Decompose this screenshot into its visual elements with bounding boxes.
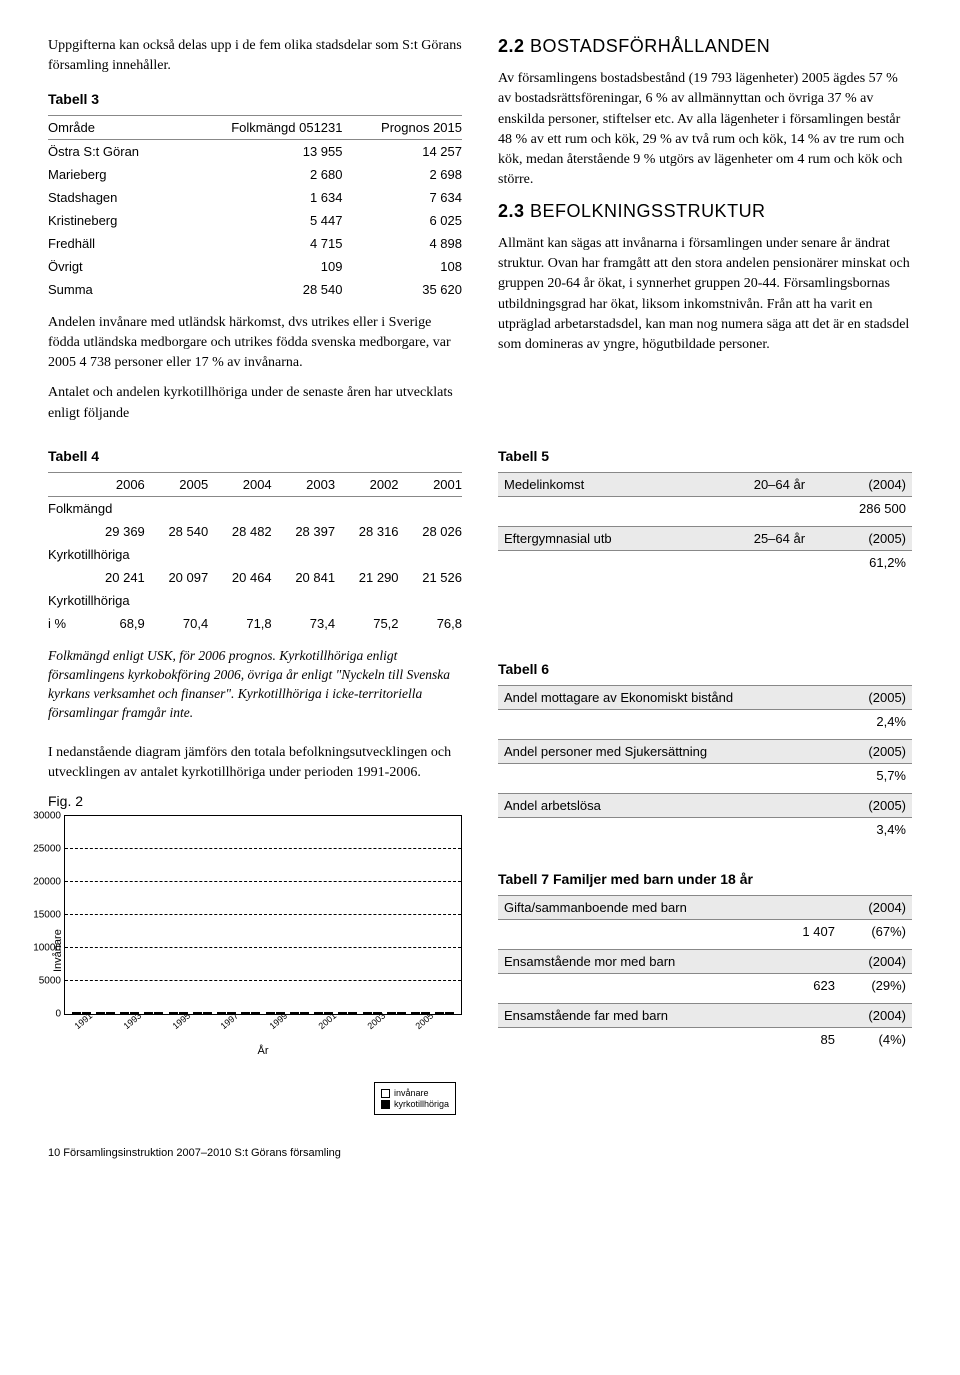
table-row: 623(29%) <box>498 974 912 1004</box>
table-row: 3,4% <box>498 818 912 848</box>
table-row: 2,4% <box>498 710 912 740</box>
chart-bar-a <box>193 1012 202 1014</box>
table-row: 20 24120 09720 46420 84121 29021 526 <box>48 566 462 589</box>
heading-2-2: 2.2 BOSTADSFÖRHÅLLANDEN <box>498 36 912 57</box>
p-2-2: Av församlingens bostadsbestånd (19 793 … <box>498 69 912 191</box>
chart-bar-a <box>169 1012 178 1014</box>
table-row: 5,7% <box>498 764 912 794</box>
table-row: 1 407(67%) <box>498 920 912 950</box>
table-row: 85(4%) <box>498 1028 912 1058</box>
fig2-label: Fig. 2 <box>48 793 462 809</box>
chart-ytick: 0 <box>55 1009 65 1020</box>
table3-label: Tabell 3 <box>48 91 462 107</box>
chart-bar-a <box>96 1012 105 1014</box>
chart-bar-a <box>338 1012 347 1014</box>
chart-ytick: 20000 <box>33 877 65 888</box>
chart-ytick: 10000 <box>33 943 65 954</box>
table-row: 286 500 <box>498 497 912 527</box>
table-row: 29 36928 54028 48228 39728 31628 026 <box>48 520 462 543</box>
table-row: Medelinkomst20–64 år(2004) <box>498 473 912 497</box>
table-row: Kristineberg5 4476 025 <box>48 209 462 232</box>
table-row: Gifta/sammanboende med barn(2004) <box>498 896 912 920</box>
chart-bar-a <box>435 1012 444 1014</box>
chart-xlabel: År <box>64 1045 462 1057</box>
p-antalet: Antalet och andelen kyrkotillhöriga unde… <box>48 383 462 424</box>
table-row: Andel personer med Sjukersättning(2005) <box>498 740 912 764</box>
intro-paragraph: Uppgifterna kan också delas upp i de fem… <box>48 36 462 77</box>
chart-bar-a <box>387 1012 396 1014</box>
chart-bar-a <box>314 1012 323 1014</box>
chart-legend: invånare kyrkotillhöriga <box>374 1082 456 1115</box>
table4-label: Tabell 4 <box>48 448 462 464</box>
chart-bar-a <box>266 1012 275 1014</box>
table-row: Kyrkotillhöriga <box>48 543 462 566</box>
table-row: Stadshagen1 6347 634 <box>48 186 462 209</box>
t3-h2: Prognos 2015 <box>343 115 463 139</box>
table-row: i %68,970,471,873,475,276,8 <box>48 612 462 635</box>
table-row: Marieberg2 6802 698 <box>48 163 462 186</box>
t3-h0: Område <box>48 115 181 139</box>
chart-ytick: 30000 <box>33 811 65 822</box>
table5: Medelinkomst20–64 år(2004)286 500Eftergy… <box>498 472 912 580</box>
table5-label: Tabell 5 <box>498 448 912 464</box>
table7: Gifta/sammanboende med barn(2004)1 407(6… <box>498 895 912 1057</box>
chart-bar-a <box>241 1012 250 1014</box>
table3: Område Folkmängd 051231 Prognos 2015 Öst… <box>48 115 462 301</box>
table-row: Ensamstående far med barn(2004) <box>498 1004 912 1028</box>
table-row: Summa28 54035 620 <box>48 278 462 301</box>
table-row: Andel mottagare av Ekonomiskt bistånd(20… <box>498 686 912 710</box>
page-footer: 10 Församlingsinstruktion 2007–2010 S:t … <box>48 1147 912 1159</box>
chart-ytick: 15000 <box>33 910 65 921</box>
table-row: Andel arbetslösa(2005) <box>498 794 912 818</box>
chart-bar-a <box>363 1012 372 1014</box>
t3-h1: Folkmängd 051231 <box>181 115 342 139</box>
chart-bar-a <box>120 1012 129 1014</box>
chart-bar-a <box>290 1012 299 1014</box>
chart-ytick: 5000 <box>39 976 65 987</box>
table-row: Övrigt109108 <box>48 255 462 278</box>
chart-fig2: Invånare 050001000015000200002500030000 … <box>48 815 462 1057</box>
chart-bar-a <box>217 1012 226 1014</box>
chart-bar-a <box>72 1012 81 1014</box>
table-row: 61,2% <box>498 551 912 581</box>
table4: 200620052004200320022001Folkmängd29 3692… <box>48 472 462 635</box>
chart-ytick: 25000 <box>33 844 65 855</box>
table-row: Fredhäll4 7154 898 <box>48 232 462 255</box>
table-row: Folkmängd <box>48 497 462 521</box>
table-row: Ensamstående mor med barn(2004) <box>498 950 912 974</box>
p-2-3: Allmänt kan sägas att invånarna i försam… <box>498 234 912 356</box>
table6-label: Tabell 6 <box>498 661 912 677</box>
chart-bar-a <box>411 1012 420 1014</box>
chart-bar-a <box>144 1012 153 1014</box>
table-row: Östra S:t Göran13 95514 257 <box>48 139 462 163</box>
table6: Andel mottagare av Ekonomiskt bistånd(20… <box>498 685 912 847</box>
note-usk: Folkmängd enligt USK, för 2006 prognos. … <box>48 647 462 723</box>
table7-label: Tabell 7 Familjer med barn under 18 år <box>498 871 912 887</box>
p-andel: Andelen invånare med utländsk härkomst, … <box>48 313 462 374</box>
heading-2-3: 2.3 BEFOLKNINGSSTRUKTUR <box>498 201 912 222</box>
table-row: Kyrkotillhöriga <box>48 589 462 612</box>
table-row: Eftergymnasial utb25–64 år(2005) <box>498 527 912 551</box>
p-diagram: I nedanstående diagram jämförs den total… <box>48 743 462 784</box>
